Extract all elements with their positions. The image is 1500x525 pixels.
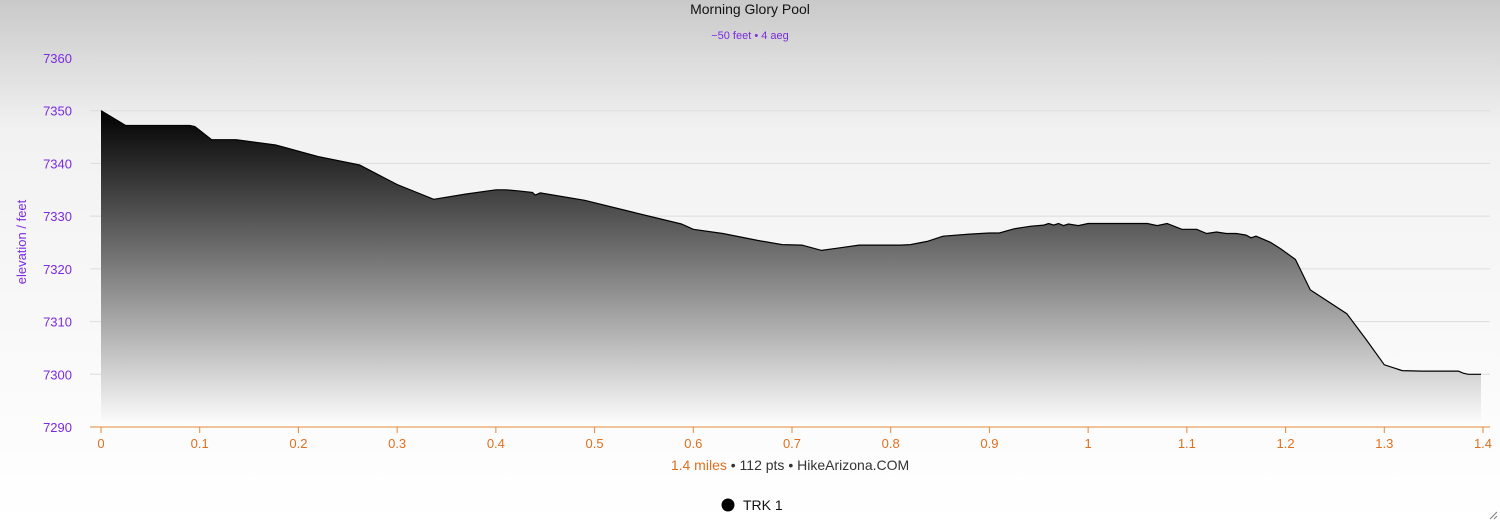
y-tick-label: 7330 [43, 209, 72, 224]
x-tick-label: 1.3 [1375, 436, 1393, 451]
y-axis-label: elevation / feet [14, 199, 29, 284]
distance-label: 1.4 miles [671, 457, 727, 473]
legend-marker[interactable] [721, 498, 735, 512]
legend[interactable]: TRK 1 [721, 497, 783, 513]
x-tick-label: 0.9 [980, 436, 998, 451]
x-tick-label: 0.4 [487, 436, 505, 451]
resize-grip-icon[interactable] [1489, 511, 1498, 520]
x-tick-label: 0.8 [882, 436, 900, 451]
y-tick-label: 7350 [43, 104, 72, 119]
x-tick-label: 0.1 [191, 436, 209, 451]
y-tick-label: 7360 [43, 51, 72, 66]
y-axis-ticks: 7290 7300 7310 7320 7330 7340 7350 7360 [43, 51, 72, 435]
chart-title: Morning Glory Pool [690, 1, 810, 17]
x-tick-label: 0.3 [388, 436, 406, 451]
y-tick-label: 7300 [43, 367, 72, 382]
elevation-area [101, 110, 1481, 427]
x-tick-label: 0 [97, 436, 104, 451]
x-tick-label: 0.7 [783, 436, 801, 451]
x-tick-label: 0.2 [289, 436, 307, 451]
x-tick-label: 1.2 [1277, 436, 1295, 451]
y-tick-label: 7320 [43, 262, 72, 277]
x-tick-label: 0.6 [684, 436, 702, 451]
elevation-line [100, 110, 1481, 375]
info-separator-1: • [727, 457, 740, 473]
y-tick-label: 7290 [43, 420, 72, 435]
chart-subtitle: −50 feet • 4 aeg [711, 30, 789, 42]
info-separator-2: • [784, 457, 797, 473]
points-label: 112 pts [740, 457, 785, 473]
y-tick-label: 7340 [43, 156, 72, 171]
source-label: HikeArizona.COM [797, 457, 909, 473]
x-tick-label: 0.5 [586, 436, 604, 451]
x-tick-label: 1.1 [1178, 436, 1196, 451]
x-tick-label: 1 [1085, 436, 1092, 451]
x-axis-ticks: 0 0.1 0.2 0.3 0.4 0.5 0.6 0.7 0.8 0.9 1 1.1 1.2 1.3 1.… [97, 427, 1492, 451]
x-axis-info: 1.4 miles • 112 pts • HikeArizona.COM [671, 457, 909, 473]
x-tick-label: 1.4 [1474, 436, 1492, 451]
y-tick-label: 7310 [43, 315, 72, 330]
legend-label[interactable]: TRK 1 [743, 497, 783, 513]
